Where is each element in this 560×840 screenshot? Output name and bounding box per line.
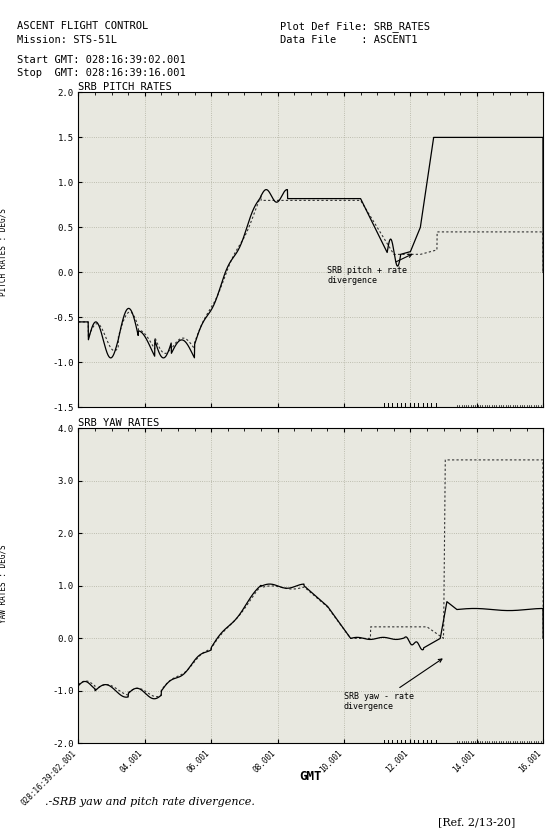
Text: Data File    : ASCENT1: Data File : ASCENT1 — [280, 35, 418, 45]
Text: Stop  GMT: 028:16:39:16.001: Stop GMT: 028:16:39:16.001 — [17, 68, 185, 78]
Text: SRB yaw - rate
divergence: SRB yaw - rate divergence — [344, 659, 442, 711]
Text: SRB YAW RATES: SRB YAW RATES — [78, 417, 160, 428]
Text: PITCH RATES : DEG/S: PITCH RATES : DEG/S — [0, 208, 7, 296]
Text: SRB pitch + rate
divergence: SRB pitch + rate divergence — [328, 255, 412, 286]
Text: YAW RATES : DEG/S: YAW RATES : DEG/S — [0, 544, 7, 623]
Text: GMT: GMT — [300, 769, 322, 783]
Text: SRB PITCH RATES: SRB PITCH RATES — [78, 81, 172, 92]
Text: ASCENT FLIGHT CONTROL: ASCENT FLIGHT CONTROL — [17, 21, 148, 31]
Text: Start GMT: 028:16:39:02.001: Start GMT: 028:16:39:02.001 — [17, 55, 185, 65]
Text: [Ref. 2/13-20]: [Ref. 2/13-20] — [438, 816, 515, 827]
Text: .-SRB yaw and pitch rate divergence.: .-SRB yaw and pitch rate divergence. — [45, 796, 255, 806]
Text: Plot Def File: SRB_RATES: Plot Def File: SRB_RATES — [280, 21, 430, 32]
Text: Mission: STS-51L: Mission: STS-51L — [17, 35, 117, 45]
